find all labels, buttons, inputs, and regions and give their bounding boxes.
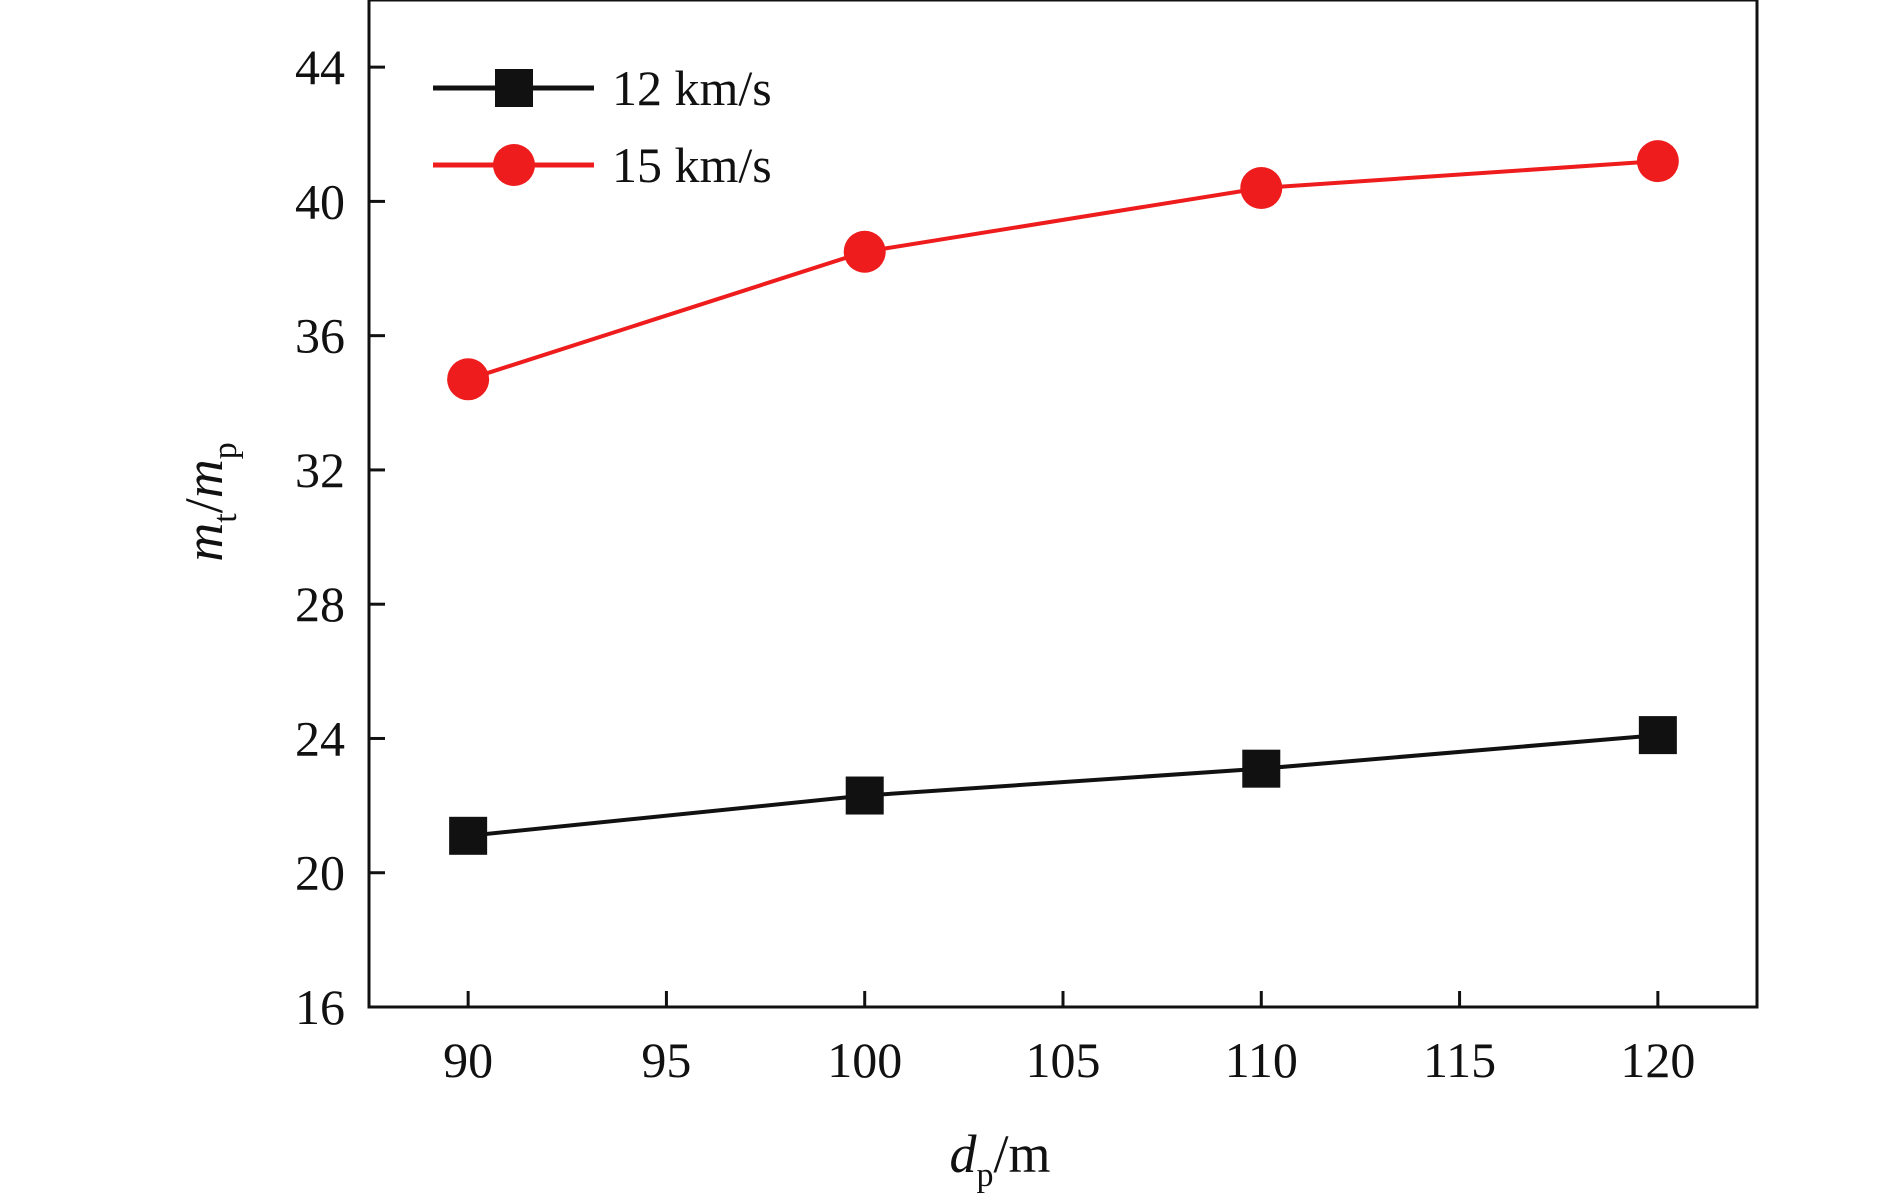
y-tick-label: 28 <box>295 576 345 632</box>
legend-item: 15 km/s <box>433 137 772 193</box>
x-tick-label: 100 <box>827 1032 902 1088</box>
legend-marker <box>493 144 535 186</box>
plot-frame <box>367 0 1759 1009</box>
x-tick-label: 105 <box>1026 1032 1101 1088</box>
data-point <box>1638 716 1677 755</box>
series-1 <box>449 716 1677 855</box>
y-tick-label: 44 <box>295 39 345 95</box>
data-point <box>447 358 490 401</box>
y-tick-label: 24 <box>295 710 345 766</box>
data-point <box>1242 749 1281 788</box>
data-point <box>843 230 886 273</box>
y-tick-label: 32 <box>295 442 345 498</box>
y-tick-label: 16 <box>295 979 345 1035</box>
data-point <box>449 816 488 855</box>
y-tick-label: 40 <box>295 173 345 229</box>
series-layer <box>447 140 1679 855</box>
legend-item: 12 km/s <box>433 60 772 116</box>
x-tick-label: 120 <box>1620 1032 1695 1088</box>
legend: 12 km/s 15 km/s <box>433 60 772 193</box>
data-point <box>1240 166 1283 209</box>
legend-marker <box>495 69 533 107</box>
series-2 <box>447 140 1679 401</box>
legend-label: 12 km/s <box>612 60 772 116</box>
y-tick-label: 20 <box>295 845 345 901</box>
series-line <box>467 159 1658 382</box>
x-tick-label: 95 <box>641 1032 691 1088</box>
legend-label: 15 km/s <box>612 137 772 193</box>
y-axis-label: mt/mp <box>174 442 244 561</box>
data-point <box>845 776 884 815</box>
data-point <box>1636 140 1679 183</box>
x-tick-label: 115 <box>1423 1032 1496 1088</box>
x-tick-label: 110 <box>1225 1032 1298 1088</box>
x-tick-label: 90 <box>443 1032 493 1088</box>
series-line <box>467 733 1659 838</box>
x-axis-label: dp/m <box>949 1124 1050 1194</box>
axes: 90 95 100 105 110 115 120 16 20 24 28 32 36 40 44 <box>295 0 1759 1088</box>
y-tick-label: 36 <box>295 308 345 364</box>
